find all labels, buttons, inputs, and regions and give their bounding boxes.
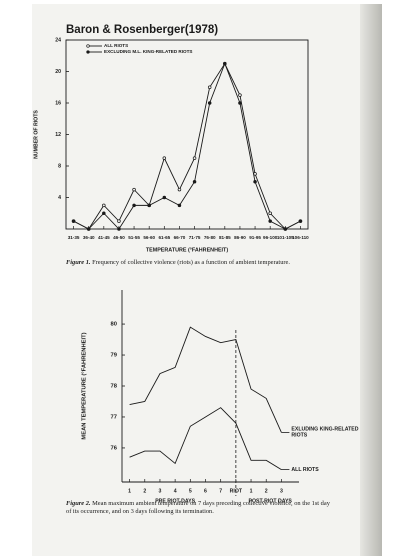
x-tick-label: 1 bbox=[128, 488, 131, 494]
point bbox=[117, 227, 121, 231]
point bbox=[132, 203, 136, 208]
series-line bbox=[73, 62, 301, 230]
point bbox=[207, 85, 212, 89]
paper-edge bbox=[360, 4, 382, 556]
y-tick-label: 24 bbox=[55, 37, 61, 43]
point bbox=[177, 203, 182, 208]
x-tick-label: 1 bbox=[250, 488, 253, 494]
x-tick-label: 91-95 bbox=[249, 235, 261, 240]
y-tick-label: 8 bbox=[58, 163, 61, 169]
y-axis-label: MEAN TEMPERATURE (°FAHRENHEIT) bbox=[82, 332, 88, 439]
legend-label: EXCLUDING M.L. KING-RELATED RIOTS bbox=[104, 49, 192, 54]
x-tick-label: 96-100 bbox=[263, 235, 278, 240]
x-group-label: PRE RIOT-DAYS bbox=[155, 498, 195, 504]
y-axis-label: NUMBER OF RIOTS bbox=[33, 110, 39, 159]
point bbox=[147, 203, 151, 208]
point bbox=[268, 219, 272, 223]
point bbox=[102, 203, 106, 208]
legend-label: ALL RIOTS bbox=[291, 467, 319, 473]
x-tick-label: 2 bbox=[265, 488, 268, 494]
series-line bbox=[73, 62, 301, 230]
x-tick-label: 36-40 bbox=[83, 235, 95, 240]
point bbox=[86, 227, 91, 231]
legend-marker bbox=[86, 50, 90, 54]
x-tick-label: 71-75 bbox=[189, 235, 201, 240]
x-tick-label: 46-50 bbox=[113, 235, 125, 240]
x-tick-label: 5 bbox=[189, 488, 192, 494]
point bbox=[117, 219, 121, 223]
y-tick-label: 20 bbox=[55, 69, 61, 75]
point bbox=[192, 180, 197, 184]
x-tick-label: 51-55 bbox=[128, 235, 140, 240]
y-tick-label: 79 bbox=[111, 353, 118, 359]
x-axis-label: TEMPERATURE (°FAHRENHEIT) bbox=[146, 247, 229, 253]
legend-marker bbox=[86, 44, 90, 48]
point bbox=[132, 187, 136, 192]
point bbox=[177, 187, 182, 192]
legend-label: ALL RIOTS bbox=[104, 43, 128, 48]
y-tick-label: 78 bbox=[111, 384, 118, 390]
paper bbox=[32, 4, 382, 556]
handwritten-title: Baron & Rosenberger(1978) bbox=[66, 24, 218, 36]
figure-1-caption: Figure 1. Frequency of collective violen… bbox=[66, 259, 290, 266]
x-tick-label: 7 bbox=[219, 488, 222, 494]
x-tick-label: 56-60 bbox=[143, 235, 155, 240]
point bbox=[71, 219, 76, 223]
x-tick-label: 66-70 bbox=[174, 235, 186, 240]
x-tick-label: 6 bbox=[204, 488, 207, 494]
point bbox=[102, 211, 106, 216]
y-tick-label: 77 bbox=[111, 414, 117, 420]
point bbox=[162, 195, 167, 200]
point bbox=[268, 211, 272, 216]
point bbox=[298, 219, 303, 223]
y-tick-label: 76 bbox=[111, 445, 118, 451]
x-group-label: POST-RIOT DAYS bbox=[249, 498, 293, 504]
legend-label: EXLUDING KING-RELATED RIOTS bbox=[291, 427, 358, 439]
y-tick-label: 80 bbox=[111, 322, 117, 328]
series-line bbox=[129, 326, 282, 433]
x-tick-label: 61-65 bbox=[158, 235, 170, 240]
point bbox=[192, 156, 197, 160]
x-tick-label: 2 bbox=[143, 488, 146, 494]
series-line bbox=[129, 407, 282, 470]
figure-2-caption: Figure 2. Mean maximum ambient temperatu… bbox=[66, 500, 330, 515]
point bbox=[207, 101, 212, 105]
x-tick-label: 81-85 bbox=[219, 235, 231, 240]
point bbox=[238, 101, 242, 105]
point bbox=[162, 156, 167, 160]
y-tick-label: 4 bbox=[58, 195, 61, 201]
point bbox=[283, 227, 288, 231]
x-tick-label: 3 bbox=[280, 488, 283, 494]
x-tick-label: 106-110 bbox=[292, 235, 309, 240]
figure-2: 76 77 78 79 80 1 2 3 4 5 6 7 RIOT 1 2 3 MEAN TEMPERATURE… bbox=[82, 290, 359, 504]
x-tick-label: RIOT bbox=[230, 488, 243, 494]
x-tick-label: 41-45 bbox=[98, 235, 110, 240]
figure-1: 4 8 12 16 20 24 31-35 36-40 41-45 46-50 51-55 56-60… bbox=[33, 37, 309, 253]
x-tick-label: 3 bbox=[159, 488, 162, 494]
y-tick-label: 16 bbox=[55, 100, 61, 106]
y-tick-label: 12 bbox=[55, 132, 61, 138]
point bbox=[253, 180, 257, 184]
x-tick-label: 31-35 bbox=[68, 235, 80, 240]
point bbox=[223, 61, 227, 66]
x-tick-label: 4 bbox=[174, 488, 177, 494]
x-tick-label: 86-90 bbox=[234, 235, 246, 240]
x-tick-label: 76-80 bbox=[204, 235, 216, 240]
x-tick-label: 101-105 bbox=[277, 235, 294, 240]
point bbox=[238, 93, 242, 97]
